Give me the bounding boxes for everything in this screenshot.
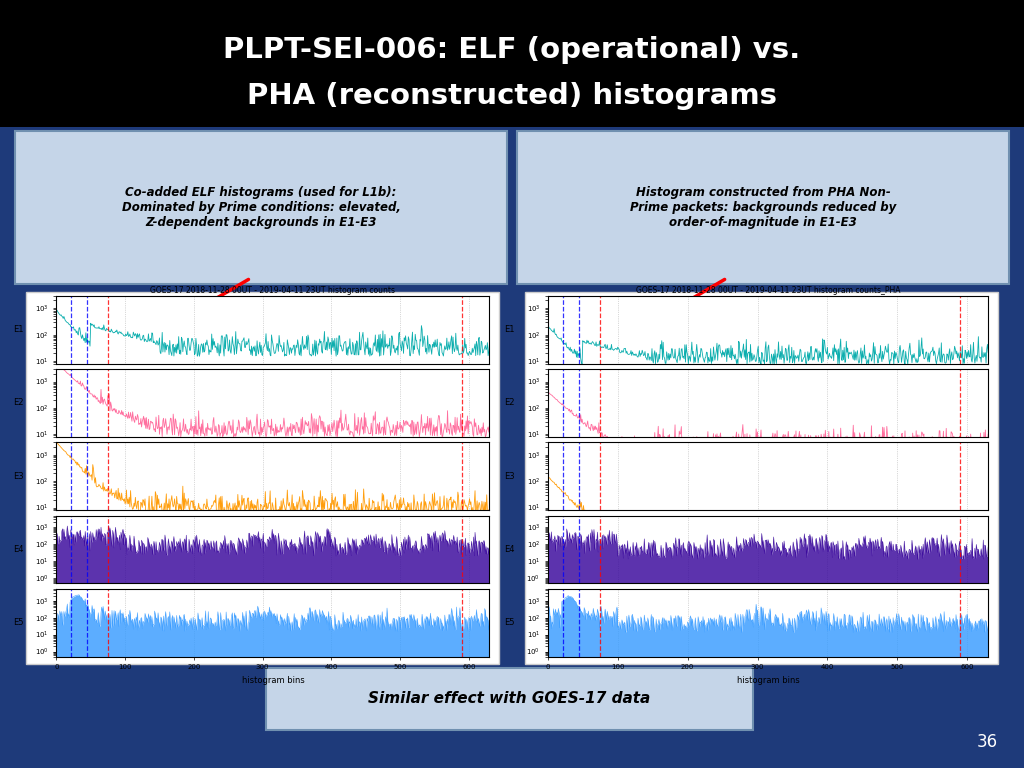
X-axis label: histogram bins: histogram bins bbox=[736, 676, 800, 685]
Y-axis label: E2: E2 bbox=[13, 399, 24, 407]
Text: PLPT-SEI-006: ELF (operational) vs.: PLPT-SEI-006: ELF (operational) vs. bbox=[223, 36, 801, 64]
Y-axis label: E4: E4 bbox=[13, 545, 24, 554]
Title: GOES-17 2018-11-28 00UT - 2019-04-11 23UT histogram counts_PHA: GOES-17 2018-11-28 00UT - 2019-04-11 23U… bbox=[636, 286, 900, 295]
FancyBboxPatch shape bbox=[525, 292, 998, 664]
FancyBboxPatch shape bbox=[26, 292, 499, 664]
Y-axis label: E3: E3 bbox=[13, 472, 24, 481]
FancyBboxPatch shape bbox=[266, 668, 753, 730]
Text: Histogram constructed from PHA Non-
Prime packets: backgrounds reduced by
order-: Histogram constructed from PHA Non- Prim… bbox=[630, 186, 896, 229]
Text: 36: 36 bbox=[976, 733, 997, 751]
Text: PHA (reconstructed) histograms: PHA (reconstructed) histograms bbox=[247, 82, 777, 110]
Text: Similar effect with GOES-17 data: Similar effect with GOES-17 data bbox=[368, 691, 650, 707]
FancyBboxPatch shape bbox=[517, 131, 1009, 284]
FancyBboxPatch shape bbox=[15, 131, 507, 284]
Y-axis label: E3: E3 bbox=[505, 472, 515, 481]
Y-axis label: E5: E5 bbox=[13, 618, 24, 627]
FancyBboxPatch shape bbox=[0, 127, 1024, 768]
Text: Co-added ELF histograms (used for L1b):
Dominated by Prime conditions: elevated,: Co-added ELF histograms (used for L1b): … bbox=[122, 186, 400, 229]
Title: GOES-17 2018-11-28 00UT - 2019-04-11 23UT histogram counts: GOES-17 2018-11-28 00UT - 2019-04-11 23U… bbox=[151, 286, 395, 295]
Y-axis label: E5: E5 bbox=[505, 618, 515, 627]
Y-axis label: E2: E2 bbox=[505, 399, 515, 407]
Y-axis label: E1: E1 bbox=[505, 325, 515, 334]
X-axis label: histogram bins: histogram bins bbox=[242, 676, 304, 685]
FancyBboxPatch shape bbox=[0, 0, 1024, 127]
Y-axis label: E4: E4 bbox=[505, 545, 515, 554]
Y-axis label: E1: E1 bbox=[13, 325, 24, 334]
